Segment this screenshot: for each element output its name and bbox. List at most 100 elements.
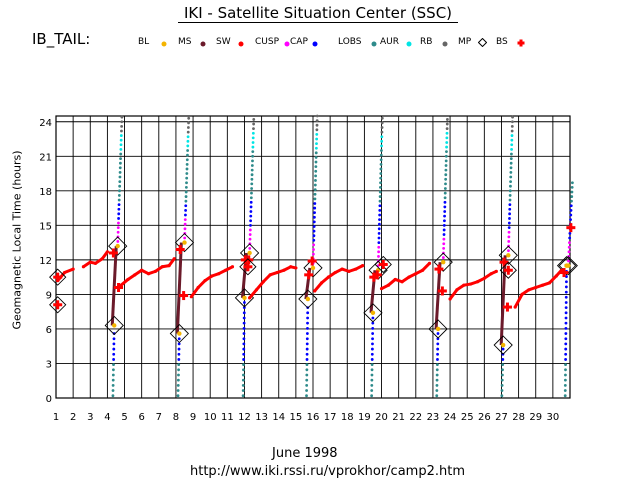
legend-bl: BL <box>138 37 150 47</box>
orbit-dot <box>120 129 123 133</box>
orbit-dot <box>119 161 122 165</box>
legend-bs: BS <box>496 37 508 47</box>
orbit-dot <box>570 190 574 194</box>
sw-point <box>379 287 384 291</box>
orbit-dot <box>242 316 246 320</box>
orbit-dot <box>564 332 568 335</box>
bs-diamond <box>558 255 578 276</box>
orbit-dot <box>176 378 180 382</box>
sw-point <box>172 257 176 261</box>
orbit-dot <box>112 363 115 367</box>
bs-cross-marker <box>243 262 253 272</box>
sw-point <box>248 296 252 300</box>
orbit-dot <box>312 238 316 242</box>
legend-rb: RB <box>420 37 433 47</box>
x-tick-label: 16 <box>307 412 320 423</box>
orbit-dot <box>305 332 309 335</box>
orbit-dot <box>563 389 567 392</box>
orbit-dot <box>563 394 567 398</box>
sw-point <box>469 282 473 286</box>
legend-cusp-symbol <box>284 40 290 50</box>
orbit-dot <box>252 118 256 121</box>
orbit-dot <box>248 246 252 250</box>
orbit-dot <box>443 187 447 190</box>
orbit-dot <box>377 222 381 226</box>
orbit-dot <box>435 389 439 392</box>
orbit-dot <box>241 394 245 398</box>
orbit-dot <box>441 256 445 259</box>
sw-point <box>167 264 171 268</box>
orbit-dot <box>378 199 382 203</box>
orbit-dot <box>563 378 567 382</box>
orbit-dot <box>305 337 309 341</box>
orbit-dot <box>177 373 180 377</box>
x-tick-label: 17 <box>324 412 337 423</box>
orbit-dot <box>185 176 189 180</box>
orbit-dot <box>242 311 246 315</box>
orbit-dot <box>251 159 254 163</box>
sw-point <box>100 257 104 261</box>
orbit-dot <box>377 250 381 254</box>
orbit-dot <box>435 373 439 377</box>
orbit-dot <box>243 301 246 304</box>
y-tick-label: 24 <box>39 118 52 129</box>
orbit-dot <box>443 219 446 223</box>
orbit-dot <box>564 337 568 341</box>
x-tick-label: 10 <box>204 412 217 423</box>
orbit-dot <box>570 181 574 185</box>
orbit-dot <box>436 332 440 335</box>
orbit-dot <box>370 383 374 387</box>
orbit-dot <box>242 368 245 372</box>
x-tick-label: 20 <box>375 412 388 423</box>
orbit-dot <box>564 326 568 330</box>
orbit-dot <box>242 342 246 346</box>
bs-diamond <box>433 252 453 272</box>
orbit-dot <box>435 383 439 387</box>
orbit-dot <box>445 131 449 135</box>
orbit-dot <box>377 241 381 245</box>
date-label: June 1998 <box>272 446 338 461</box>
orbit-dot <box>569 208 573 212</box>
orbit-dot <box>568 236 572 240</box>
orbit-dot <box>112 352 116 356</box>
orbit-dot <box>185 181 188 185</box>
x-tick-label: 28 <box>512 412 525 423</box>
sw-point <box>140 268 144 272</box>
orbit-dot <box>241 378 245 382</box>
orbit-dot <box>250 173 254 177</box>
sw-point <box>62 270 67 275</box>
orbit-dot <box>509 175 513 179</box>
orbit-dot <box>117 207 121 211</box>
bs-cross-marker <box>179 291 189 301</box>
orbit-dot <box>507 221 511 225</box>
orbit-dot <box>314 146 318 150</box>
orbit-dot <box>315 142 318 146</box>
orbit-dot <box>564 373 567 377</box>
orbit-dot <box>377 232 381 235</box>
bs-cross-marker <box>434 264 444 274</box>
orbit-dot <box>306 311 310 315</box>
orbit-dot <box>569 213 573 217</box>
legend-mp-symbol <box>477 37 488 50</box>
orbit-dot <box>250 191 253 195</box>
orbit-dot <box>117 194 121 197</box>
orbit-dot <box>564 316 568 320</box>
y-tick-label: 15 <box>39 221 52 232</box>
orbit-dot <box>570 185 574 189</box>
bs-diamond <box>49 268 67 286</box>
orbit-dot <box>248 228 252 232</box>
ms-dot <box>182 240 187 245</box>
orbit-dot <box>436 342 440 346</box>
ms-dot <box>305 296 311 302</box>
sw-point <box>513 305 517 309</box>
legend-ms: MS <box>178 37 192 47</box>
orbit-dot <box>371 326 375 330</box>
bs-cross-marker <box>378 259 388 269</box>
orbit-dot <box>564 295 568 299</box>
bs-cross-marker <box>53 272 63 282</box>
orbit-dot <box>568 241 571 245</box>
y-tick-label: 6 <box>46 325 52 336</box>
ms-dot <box>370 310 376 316</box>
orbit-dot <box>509 157 513 160</box>
